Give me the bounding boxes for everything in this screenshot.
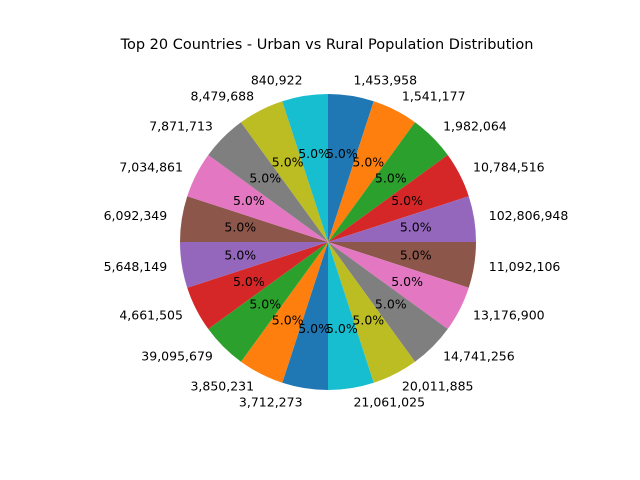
pie-slice xyxy=(328,242,448,362)
slice-percent-label: 5.0% xyxy=(249,171,281,186)
pie-slice xyxy=(187,242,328,329)
slice-label: 102,806,948 xyxy=(489,208,569,223)
pie-slice xyxy=(241,242,328,383)
slice-label: 10,784,516 xyxy=(473,160,545,175)
slice-label: 3,850,231 xyxy=(190,379,254,394)
slice-percent-label: 5.0% xyxy=(391,274,423,289)
pie-slice xyxy=(328,101,415,242)
pie-slice xyxy=(328,242,476,288)
slice-percent-label: 5.0% xyxy=(352,154,384,169)
slice-label: 21,061,025 xyxy=(353,394,425,409)
pie-slice xyxy=(208,242,328,362)
pie-slices xyxy=(180,94,476,390)
slice-label: 39,095,679 xyxy=(141,349,213,364)
slice-label: 1,453,958 xyxy=(353,73,417,88)
pie-slice xyxy=(328,242,469,329)
slice-percent-label: 5.0% xyxy=(224,220,256,235)
slice-percent-label: 5.0% xyxy=(391,193,423,208)
pie-slice xyxy=(180,196,328,242)
slice-label: 6,092,349 xyxy=(104,208,168,223)
slice-percent-label: 5.0% xyxy=(352,313,384,328)
slice-percent-label: 5.0% xyxy=(224,247,256,262)
slice-percent-label: 5.0% xyxy=(400,247,432,262)
slice-percent-label: 5.0% xyxy=(298,146,330,161)
pie-slice xyxy=(328,242,415,383)
slice-label: 8,479,688 xyxy=(190,88,254,103)
slice-percent-label: 5.0% xyxy=(249,296,281,311)
pie-slice xyxy=(328,242,374,390)
slice-percent-label: 5.0% xyxy=(400,220,432,235)
pie-slice xyxy=(328,94,374,242)
slice-label: 1,982,064 xyxy=(443,118,507,133)
chart-title: Top 20 Countries - Urban vs Rural Popula… xyxy=(120,37,534,53)
slice-percent-label: 5.0% xyxy=(233,193,265,208)
pie-slice xyxy=(180,242,328,288)
pie-slice xyxy=(241,101,328,242)
pie-slice xyxy=(282,94,328,242)
pie-slice xyxy=(328,196,476,242)
slice-label: 11,092,106 xyxy=(489,259,561,274)
slice-percent-label: 5.0% xyxy=(326,321,358,336)
pie-slice xyxy=(187,155,328,242)
slice-label: 3,712,273 xyxy=(239,394,303,409)
slice-percent-label: 5.0% xyxy=(272,154,304,169)
slice-label: 14,741,256 xyxy=(443,349,515,364)
pie-slice xyxy=(328,122,448,242)
slice-percent-label: 5.0% xyxy=(272,313,304,328)
slice-percent-label: 5.0% xyxy=(233,274,265,289)
slice-label: 20,011,885 xyxy=(402,379,474,394)
slice-label: 13,176,900 xyxy=(473,307,545,322)
slice-percent-label: 5.0% xyxy=(298,321,330,336)
slice-percent-label: 5.0% xyxy=(326,146,358,161)
percent-labels: 5.0%5.0%5.0%5.0%5.0%5.0%5.0%5.0%5.0%5.0%… xyxy=(224,146,431,336)
slice-label: 7,034,861 xyxy=(119,160,183,175)
pie-slice xyxy=(208,122,328,242)
pie-slice xyxy=(282,242,328,390)
pie-slice xyxy=(328,155,469,242)
slice-label: 4,661,505 xyxy=(119,307,183,322)
slice-label: 1,541,177 xyxy=(402,88,466,103)
slice-percent-label: 5.0% xyxy=(375,296,407,311)
slice-percent-label: 5.0% xyxy=(375,171,407,186)
slice-label: 840,922 xyxy=(251,73,303,88)
slice-label: 7,871,713 xyxy=(149,118,213,133)
slice-label: 5,648,149 xyxy=(104,259,168,274)
